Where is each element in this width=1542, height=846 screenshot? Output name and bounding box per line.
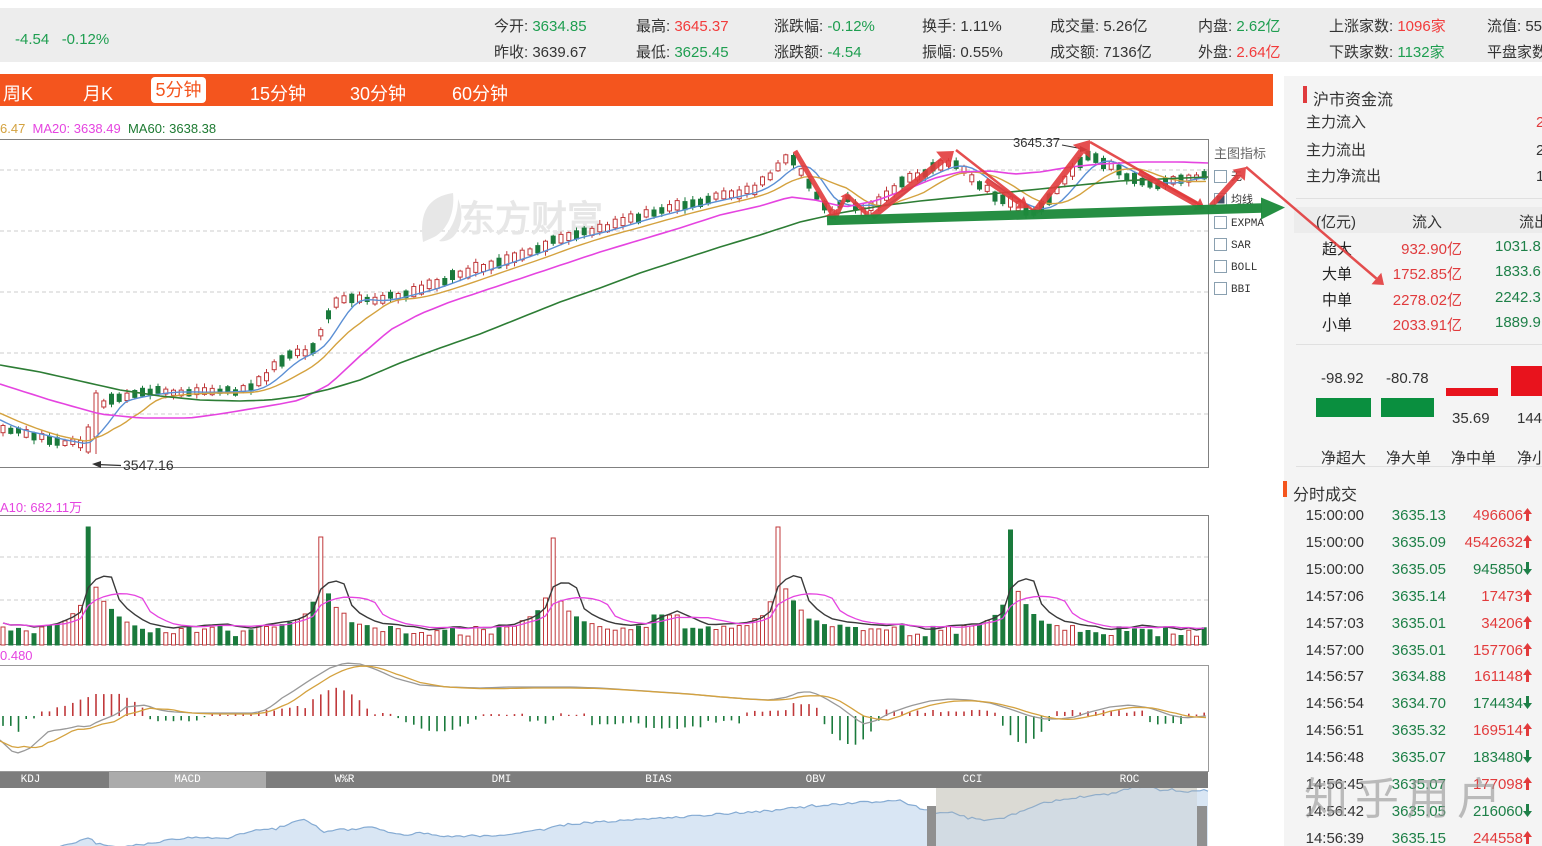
svg-text:BOLL: BOLL [1231, 262, 1257, 274]
svg-text:EXPMA: EXPMA [1231, 218, 1264, 230]
svg-text:BBI: BBI [1231, 284, 1251, 296]
svg-text:无: 无 [1231, 171, 1242, 183]
svg-text:3645.37: 3645.37 [1013, 135, 1060, 150]
svg-text:3547.16: 3547.16 [123, 457, 174, 473]
svg-text:东方财富: 东方财富 [459, 198, 603, 239]
svg-text:均线: 均线 [1231, 192, 1253, 206]
svg-text:SAR: SAR [1231, 240, 1251, 252]
svg-text:主图指标: 主图指标 [1214, 146, 1266, 161]
